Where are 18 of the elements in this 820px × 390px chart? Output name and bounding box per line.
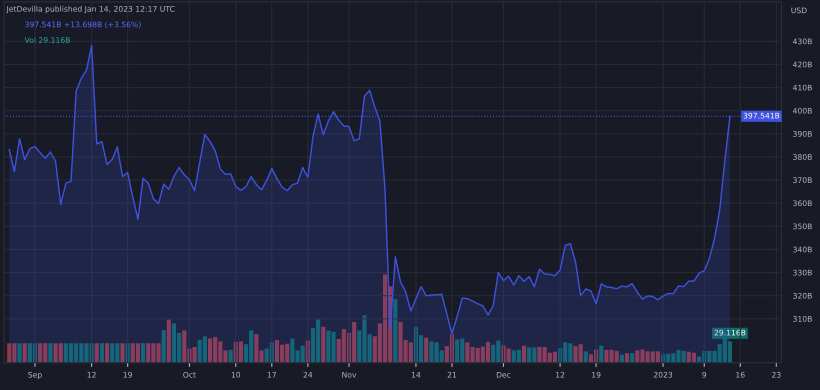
- bar: [105, 343, 110, 363]
- bar: [599, 346, 604, 363]
- bar: [424, 338, 428, 363]
- bar: [321, 326, 326, 363]
- bar: [22, 343, 27, 363]
- bar: [48, 343, 52, 363]
- bar: [228, 350, 233, 363]
- bar: [141, 343, 146, 363]
- bar: [100, 343, 104, 363]
- bar: [17, 343, 22, 363]
- bar: [94, 343, 99, 363]
- bar: [120, 343, 125, 363]
- bar: [522, 346, 526, 363]
- bar: [166, 320, 171, 363]
- bar: [620, 354, 624, 363]
- bar: [393, 299, 398, 363]
- bar: [584, 351, 588, 363]
- bar: [162, 330, 166, 363]
